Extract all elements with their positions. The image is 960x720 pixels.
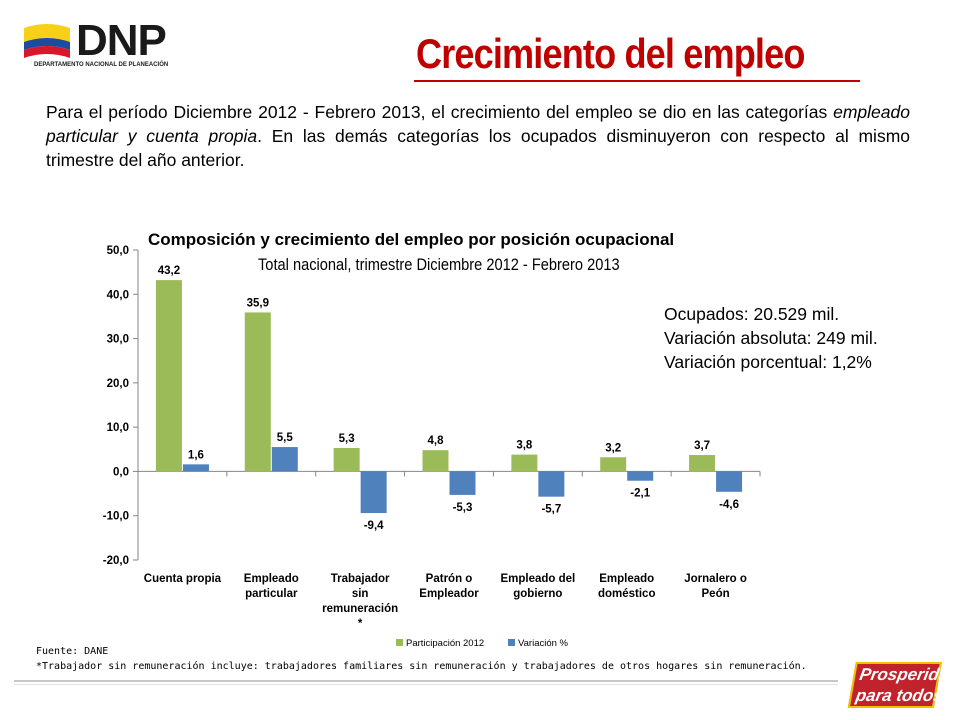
x-category-label: * (358, 618, 363, 630)
data-label: -5,3 (453, 502, 473, 514)
summary-employed: Ocupados: 20.529 mil. (664, 304, 840, 324)
legend-swatch-variation (508, 639, 515, 646)
y-tick-label: 20,0 (107, 378, 129, 390)
intro-text-2: . En las demás categorías los ocupados d… (46, 126, 911, 170)
prosperidad-badge: Prosperidad para todos (847, 662, 960, 708)
data-label: -5,7 (541, 504, 561, 516)
logo-subtext: DEPARTAMENTO NACIONAL DE PLANEACIÓN (34, 62, 169, 68)
badge-line-2: para todos (847, 685, 945, 708)
participation-bar (511, 454, 538, 472)
chart-title: Composición y crecimiento del empleo por… (148, 230, 675, 249)
intro-paragraph: Para el período Diciembre 2012 - Febrero… (46, 100, 910, 172)
summary-percent-change: Variación porcentual: 1,2% (664, 352, 872, 372)
y-tick-label: 10,0 (107, 422, 129, 434)
data-label: 5,3 (339, 433, 355, 445)
badge-line-1: Prosperidad (851, 662, 960, 685)
x-category-label: particular (245, 588, 298, 600)
participation-bar (422, 450, 449, 472)
source-note: Fuente: DANE *Trabajador sin remuneració… (36, 644, 807, 674)
variation-bar (716, 471, 743, 492)
x-category-label: gobierno (513, 588, 562, 600)
data-label: -9,4 (364, 520, 384, 532)
y-tick-label: 50,0 (107, 245, 129, 257)
data-label: -2,1 (630, 488, 650, 500)
x-category-label: Peón (702, 588, 730, 600)
summary-box: Ocupados: 20.529 mil. Variación absoluta… (664, 302, 878, 374)
data-label: 4,8 (428, 435, 445, 447)
source-line: Fuente: DANE (36, 646, 109, 657)
x-category-label: Empleado (599, 573, 654, 585)
data-label: 43,2 (158, 265, 180, 277)
variation-bar (271, 447, 298, 472)
y-tick-label: -10,0 (103, 511, 129, 523)
data-label: 1,6 (188, 449, 204, 461)
data-label: 3,8 (516, 440, 533, 452)
chart-subtitle: Total nacional, trimestre Diciembre 2012… (258, 255, 620, 274)
x-category-label: Trabajador (331, 573, 390, 585)
data-label: 35,9 (247, 297, 269, 309)
x-category-label: remuneración (322, 603, 398, 615)
participation-bar (689, 455, 716, 472)
participation-bar (600, 457, 627, 472)
legend-swatch-participation (396, 639, 403, 646)
data-label: 3,2 (605, 442, 621, 454)
x-category-label: Empleado (244, 573, 299, 585)
intro-emphasis: empleado particular y cuenta propia (46, 102, 910, 146)
title-underline (414, 80, 860, 82)
footer-divider-shadow (14, 684, 838, 685)
page-title: Crecimiento del empleo (416, 30, 805, 77)
footnote-line: *Trabajador sin remuneración incluye: tr… (36, 661, 807, 672)
x-category-label: Empleado del (500, 573, 575, 585)
y-tick-label: -20,0 (103, 555, 129, 567)
x-category-label: Jornalero o (684, 573, 747, 585)
variation-bar (627, 471, 654, 481)
variation-bar (449, 471, 476, 495)
participation-bar (155, 280, 182, 472)
x-category-label: Patrón o (426, 573, 473, 585)
intro-text-1: Para el período Diciembre 2012 - Febrero… (46, 102, 834, 122)
x-category-label: Cuenta propia (144, 573, 222, 585)
legend-label: Participación 2012 (406, 638, 484, 649)
data-label: 3,7 (694, 440, 710, 452)
participation-bar (244, 312, 271, 472)
data-label: -4,6 (719, 499, 739, 511)
y-tick-label: 30,0 (107, 334, 129, 346)
dnp-logo: DNP DEPARTAMENTO NACIONAL DE PLANEACIÓN (24, 16, 184, 70)
y-tick-label: 0,0 (113, 466, 129, 478)
participation-bar (333, 447, 360, 472)
logo-text: DNP (76, 16, 167, 65)
x-category-label: sin (352, 588, 369, 600)
legend-label: Variación % (518, 638, 569, 649)
data-label: 5,5 (277, 432, 294, 444)
x-category-label: doméstico (598, 588, 656, 600)
summary-absolute-change: Variación absoluta: 249 mil. (664, 328, 878, 348)
variation-bar (182, 464, 209, 472)
footer-divider (14, 680, 838, 682)
y-tick-label: 40,0 (107, 289, 129, 301)
x-category-label: Empleador (419, 588, 479, 600)
colombia-flag-icon (24, 24, 70, 58)
variation-bar (360, 471, 387, 514)
variation-bar (538, 471, 565, 497)
